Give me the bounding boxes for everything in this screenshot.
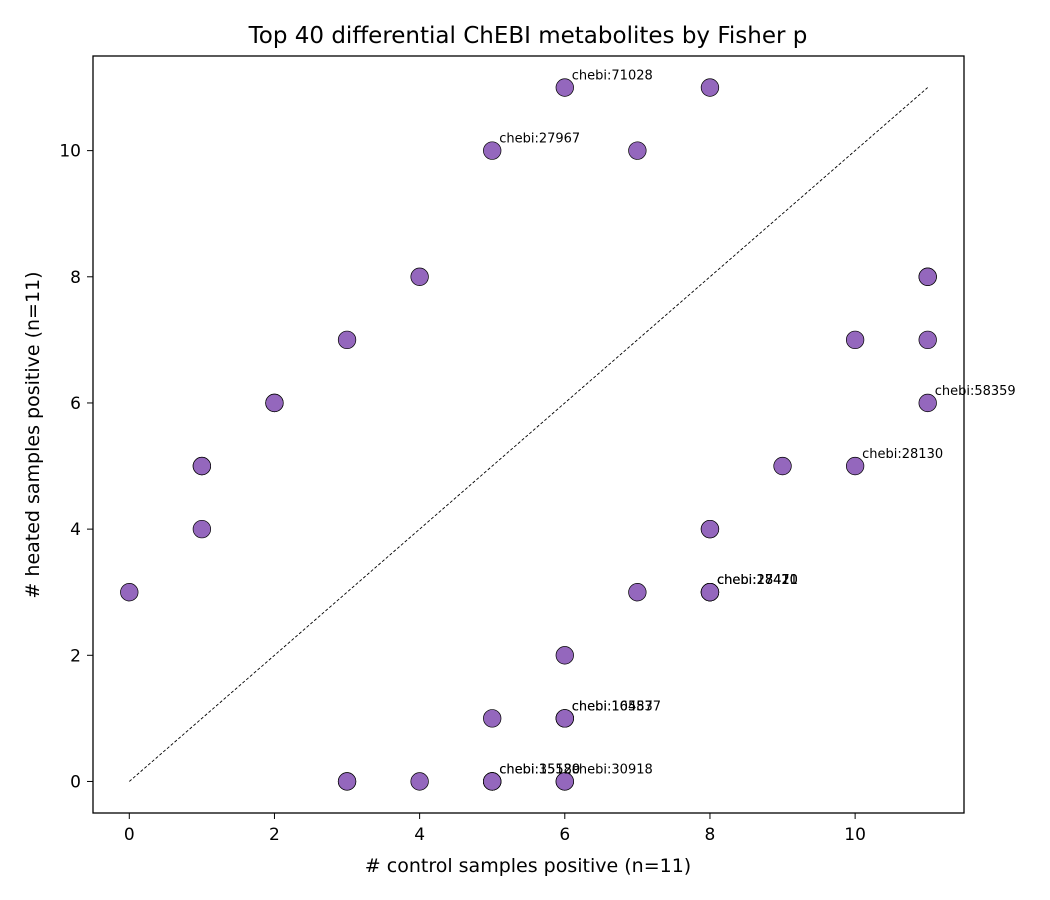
y-axis-ticks: 0 2 4 6 8 10 — [59, 142, 93, 792]
points-layer — [120, 78, 937, 791]
point-annotation-8: chebi:105837 — [572, 699, 661, 714]
data-point-39 — [555, 772, 574, 791]
data-point-27 — [483, 709, 502, 728]
data-point-20 — [120, 583, 139, 602]
data-point-9 — [918, 330, 937, 350]
plot-frame — [92, 55, 965, 814]
y-tick-label-4: 8 — [70, 268, 81, 288]
data-point-25 — [700, 583, 720, 602]
point-annotation-4: chebi:18421 — [717, 573, 798, 588]
x-tick-label-2: 4 — [414, 825, 425, 845]
y-tick-label-0: 0 — [70, 772, 81, 792]
data-point-19 — [700, 519, 720, 539]
chart-title: Top 40 differential ChEBI metabolites by… — [248, 23, 808, 49]
x-tick-label-0: 0 — [124, 825, 135, 845]
x-tick-label-4: 8 — [705, 825, 716, 845]
data-point-15 — [773, 456, 792, 476]
annotations-layer: chebi:71028 chebi:27967 chebi:58359 chebi:2… — [499, 69, 1015, 778]
data-point-37 — [483, 772, 502, 791]
data-point-7 — [337, 330, 357, 350]
data-point-17 — [192, 519, 212, 539]
data-point-4 — [410, 267, 429, 286]
point-annotation-5: chebi:27470 — [717, 573, 798, 588]
y-tick-label-2: 4 — [70, 520, 81, 540]
point-annotation-1: chebi:27967 — [499, 132, 580, 147]
point-annotation-2: chebi:58359 — [935, 384, 1016, 399]
y-tick-label-3: 6 — [70, 394, 81, 414]
point-annotation-9: chebi:35120 — [499, 762, 580, 777]
data-point-12 — [918, 393, 937, 413]
data-point-21 — [628, 583, 647, 602]
data-point-14 — [192, 456, 212, 476]
x-tick-label-3: 6 — [559, 825, 570, 845]
x-axis-title: # control samples positive (n=11) — [365, 855, 691, 877]
y-tick-label-5: 10 — [59, 142, 81, 162]
data-point-2 — [483, 141, 502, 160]
data-point-11 — [265, 393, 284, 413]
y-tick-label-1: 2 — [70, 646, 81, 666]
point-annotation-10: chebi:15589 — [499, 762, 580, 777]
point-annotation-11: chebi:30918 — [572, 762, 653, 777]
data-point-3 — [628, 141, 647, 160]
data-point-16 — [845, 456, 865, 476]
point-annotation-7: chebi:16457 — [572, 699, 653, 714]
x-tick-label-5: 10 — [844, 825, 866, 845]
data-point-26 — [555, 646, 574, 665]
data-point-0 — [555, 78, 574, 97]
data-point-6 — [918, 267, 937, 286]
x-axis-ticks: 0 2 4 6 8 10 — [124, 813, 866, 845]
point-annotation-6: chebi:28410 — [717, 573, 798, 588]
y-axis-title: # heated samples positive (n=11) — [22, 271, 44, 598]
data-point-8 — [845, 330, 865, 350]
data-point-32 — [337, 772, 357, 791]
data-point-1 — [700, 78, 720, 97]
diagonal-reference-line — [128, 87, 929, 782]
data-point-33 — [410, 772, 429, 791]
x-tick-label-1: 2 — [269, 825, 280, 845]
point-annotation-0: chebi:71028 — [572, 69, 653, 84]
data-point-30 — [555, 709, 574, 728]
point-annotation-3: chebi:28130 — [862, 447, 943, 462]
